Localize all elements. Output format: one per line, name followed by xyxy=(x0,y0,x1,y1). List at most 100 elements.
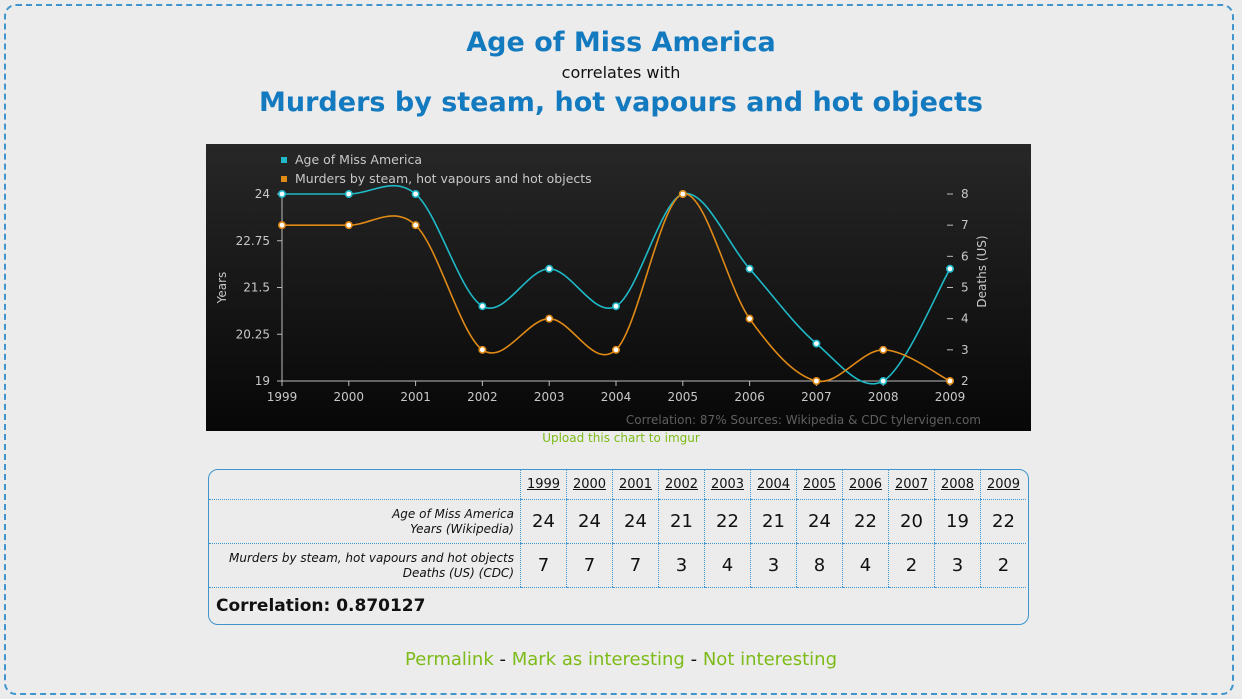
x-tick-label: 2000 xyxy=(334,390,365,404)
x-tick-label: 2003 xyxy=(534,390,565,404)
y-tick-label: 19 xyxy=(255,374,270,388)
correlation-value: Correlation: 0.870127 xyxy=(216,596,426,616)
table-cell: 7 xyxy=(612,543,659,588)
data-point xyxy=(812,339,821,348)
year-header-2002: 2002 xyxy=(658,470,705,500)
y-tick-label: 20.25 xyxy=(236,327,270,341)
row-variable-name: Murders by steam, hot vapours and hot ob… xyxy=(228,550,514,565)
data-point xyxy=(545,264,554,273)
table-cell: 22 xyxy=(704,499,751,544)
table-cell: 7 xyxy=(520,543,567,588)
year-header-2003: 2003 xyxy=(704,470,751,500)
table-cell: 4 xyxy=(704,543,751,588)
mark-interesting-link[interactable]: Mark as interesting xyxy=(511,649,685,670)
y-tick-label: 24 xyxy=(255,187,270,201)
y2-tick-label: 2 xyxy=(961,374,969,388)
x-tick-label: 2009 xyxy=(935,390,966,404)
data-point xyxy=(411,189,420,198)
data-point xyxy=(945,377,954,386)
table-cell: 24 xyxy=(796,499,843,544)
y2-axis-title: Deaths (US) xyxy=(975,235,989,307)
row-label: Murders by steam, hot vapours and hot ob… xyxy=(209,543,521,588)
table-cell: 3 xyxy=(750,543,797,588)
data-table: 1999 2000 2001 2002 2003 2004 2005 2006 2007 2008… xyxy=(208,469,1029,625)
year-header-2005: 2005 xyxy=(796,470,843,500)
y2-tick-label: 7 xyxy=(961,218,969,232)
legend-swatch xyxy=(281,176,287,182)
table-cell: 4 xyxy=(842,543,889,588)
data-point xyxy=(812,377,821,386)
table-row: Age of Miss America Years (Wikipedia) 24 24… xyxy=(209,499,1026,544)
table-cell: 22 xyxy=(842,499,889,544)
y-axis-title: Years xyxy=(215,272,229,305)
row-variable-name: Age of Miss America xyxy=(392,506,514,521)
data-point xyxy=(344,189,353,198)
table-cell: 19 xyxy=(934,499,981,544)
y2-tick-label: 6 xyxy=(961,249,969,263)
table-cell: 24 xyxy=(612,499,659,544)
table-cell: 21 xyxy=(750,499,797,544)
permalink-link[interactable]: Permalink xyxy=(404,649,494,670)
data-point xyxy=(745,264,754,273)
x-tick-label: 1999 xyxy=(267,390,298,404)
table-cell: 21 xyxy=(658,499,705,544)
table-cell: 24 xyxy=(566,499,613,544)
table-cell: 20 xyxy=(888,499,935,544)
data-point xyxy=(278,189,287,198)
chart: 19 20.25 21.5 22.75 24 2 3 4 5 6 7 8 1999 2000 2001 200… xyxy=(206,144,1031,431)
y2-tick-label: 8 xyxy=(961,187,969,201)
chart-source-note: Correlation: 87% Sources: Wikipedia & CD… xyxy=(626,413,981,427)
year-header-2007: 2007 xyxy=(888,470,935,500)
x-tick-label: 2008 xyxy=(868,390,899,404)
y-tick-label: 21.5 xyxy=(243,281,270,295)
table-cell: 2 xyxy=(980,543,1026,588)
series-line-0 xyxy=(282,184,951,385)
data-point xyxy=(879,345,888,354)
year-header-1999: 1999 xyxy=(520,470,567,500)
y2-tick-label: 5 xyxy=(961,281,969,295)
chart-svg: 19 20.25 21.5 22.75 24 2 3 4 5 6 7 8 1999 2000 2001 200… xyxy=(215,152,989,427)
variable-1-title: Age of Miss America xyxy=(466,27,776,58)
table-cell: 8 xyxy=(796,543,843,588)
legend-label: Age of Miss America xyxy=(295,152,422,167)
row-unit-source: Deaths (US) (CDC) xyxy=(402,565,514,580)
table-corner xyxy=(209,470,521,500)
data-point xyxy=(879,377,888,386)
data-point xyxy=(745,314,754,323)
table-cell: 3 xyxy=(934,543,981,588)
not-interesting-link[interactable]: Not interesting xyxy=(702,649,837,670)
x-tick-label: 2007 xyxy=(801,390,832,404)
table-cell: 7 xyxy=(566,543,613,588)
legend-swatch xyxy=(281,157,287,163)
table-row: Murders by steam, hot vapours and hot ob… xyxy=(209,543,1026,588)
year-header-2009: 2009 xyxy=(980,470,1026,500)
data-point xyxy=(411,221,420,230)
page-frame xyxy=(4,4,1234,695)
table-cell: 2 xyxy=(888,543,935,588)
correlates-with-text: correlates with xyxy=(561,63,681,82)
year-header-2008: 2008 xyxy=(934,470,981,500)
data-point xyxy=(611,345,620,354)
data-point xyxy=(344,221,353,230)
y-tick-label: 22.75 xyxy=(236,234,270,248)
year-header-2006: 2006 xyxy=(842,470,889,500)
year-header-2000: 2000 xyxy=(566,470,613,500)
data-point xyxy=(611,302,620,311)
y2-tick-label: 3 xyxy=(961,343,969,357)
data-point xyxy=(945,264,954,273)
data-point xyxy=(545,314,554,323)
data-point xyxy=(478,302,487,311)
x-tick-label: 2006 xyxy=(734,390,765,404)
table-cell: 3 xyxy=(658,543,705,588)
x-tick-label: 2004 xyxy=(601,390,632,404)
table-cell: 22 xyxy=(980,499,1026,544)
upload-chart-link[interactable]: Upload this chart to imgur xyxy=(542,431,700,445)
separator: - xyxy=(690,649,698,670)
x-tick-label: 2002 xyxy=(467,390,498,404)
y2-tick-label: 4 xyxy=(961,312,969,326)
data-table-grid: 1999 2000 2001 2002 2003 2004 2005 2006 2007 2008… xyxy=(209,470,1026,588)
data-point xyxy=(278,221,287,230)
table-cell: 24 xyxy=(520,499,567,544)
data-point xyxy=(478,345,487,354)
x-tick-label: 2005 xyxy=(668,390,699,404)
